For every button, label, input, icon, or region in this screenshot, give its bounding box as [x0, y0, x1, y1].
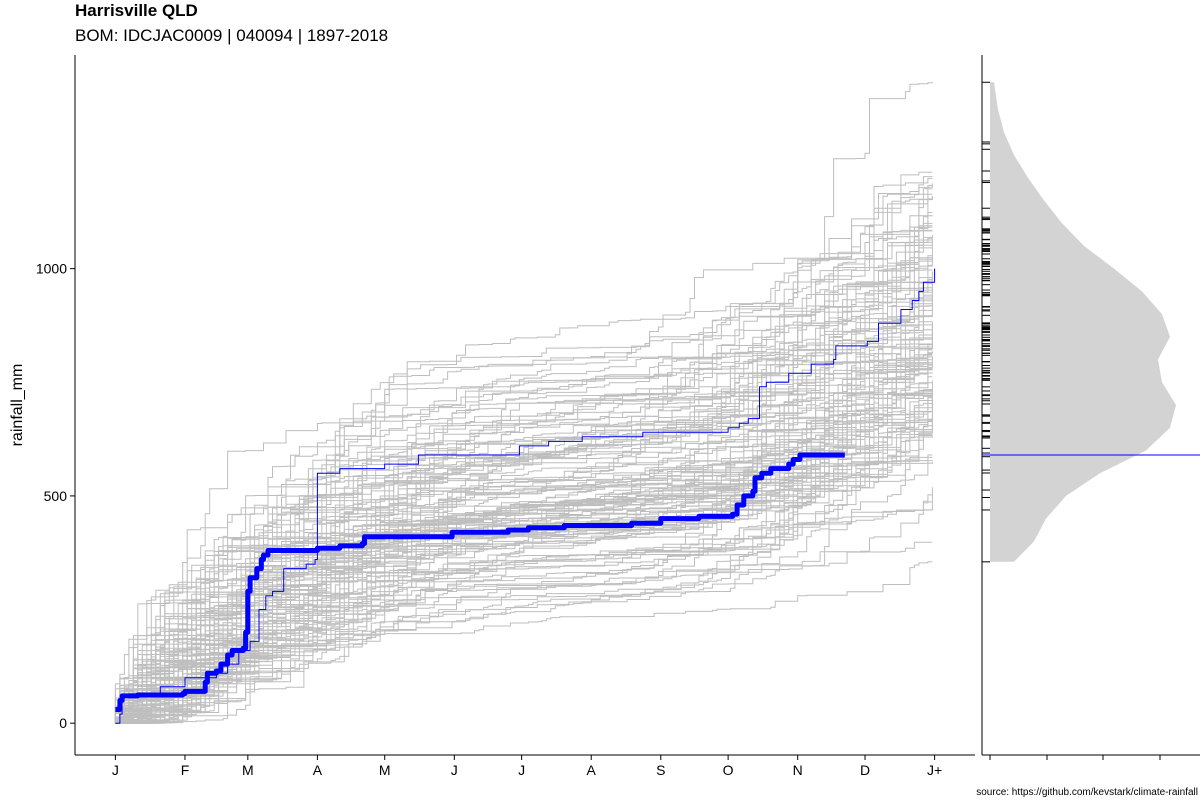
y-tick-label: 1000	[36, 261, 67, 277]
historical-year-line	[115, 460, 933, 724]
x-tick-label: A	[587, 762, 597, 778]
historical-year-line	[115, 321, 933, 724]
x-tick-label: M	[379, 762, 391, 778]
y-tick-label: 500	[44, 488, 68, 504]
historical-year-line	[115, 396, 933, 724]
historical-year-line	[114, 300, 933, 724]
historical-year-line	[114, 237, 933, 724]
historical-year-line	[115, 236, 933, 724]
historical-year-line	[115, 226, 933, 724]
historical-year-line	[115, 321, 933, 724]
y-axis-title: rainfall_mm	[9, 364, 26, 447]
historical-year-line	[115, 193, 933, 724]
historical-year-line	[115, 271, 933, 724]
historical-year-line	[115, 225, 933, 724]
x-tick-label: N	[793, 762, 803, 778]
historical-year-line	[115, 287, 933, 724]
historical-year-line	[115, 425, 933, 724]
historical-year-line	[115, 234, 933, 724]
x-tick-label: J+	[927, 762, 942, 778]
x-tick-label: M	[242, 762, 254, 778]
historical-year-line	[115, 356, 933, 724]
historical-year-line	[114, 260, 933, 724]
axes: 0 500 1000 J F M A M J J A S O N D J+	[36, 55, 975, 778]
historical-year-line	[115, 279, 933, 724]
historical-year-line	[115, 380, 933, 724]
historical-year-line	[114, 413, 933, 724]
density-panel	[981, 55, 1200, 760]
x-tick-label: F	[181, 762, 190, 778]
x-tick-label: J	[451, 762, 458, 778]
chart-subtitle: BOM: IDCJAC0009 | 040094 | 1897-2018	[75, 26, 389, 45]
historical-year-line	[114, 305, 933, 724]
historical-year-line	[115, 281, 933, 724]
x-tick-label: D	[860, 762, 870, 778]
historical-year-line	[115, 282, 933, 724]
x-tick-label: S	[656, 762, 665, 778]
density-area	[990, 82, 1176, 562]
historical-year-line	[114, 176, 933, 724]
historical-year-line	[115, 541, 933, 724]
reference-year-line	[115, 268, 936, 724]
historical-year-line	[114, 276, 933, 724]
y-tick-label: 0	[59, 715, 67, 731]
historical-year-line	[115, 388, 933, 724]
historical-year-line	[115, 315, 933, 724]
x-tick-label: A	[313, 762, 323, 778]
historical-year-line	[115, 561, 933, 724]
historical-year-line	[115, 308, 933, 724]
chart-title: Harrisville QLD	[75, 1, 198, 20]
source-caption: source: https://github.com/kevstark/clim…	[976, 787, 1198, 798]
current-year-line	[115, 452, 845, 712]
x-tick-label: J	[112, 762, 119, 778]
historical-year-line	[115, 222, 933, 724]
historical-lines	[114, 82, 933, 724]
historical-year-line	[114, 338, 933, 724]
highlight-lines	[115, 268, 936, 724]
historical-year-line	[115, 303, 933, 724]
x-tick-label: J	[518, 762, 525, 778]
historical-year-line	[115, 229, 933, 724]
historical-year-line	[115, 315, 933, 724]
x-tick-label: O	[723, 762, 734, 778]
historical-year-line	[115, 331, 933, 724]
historical-year-line	[115, 212, 933, 724]
historical-year-line	[114, 430, 933, 724]
historical-year-line	[115, 294, 933, 724]
